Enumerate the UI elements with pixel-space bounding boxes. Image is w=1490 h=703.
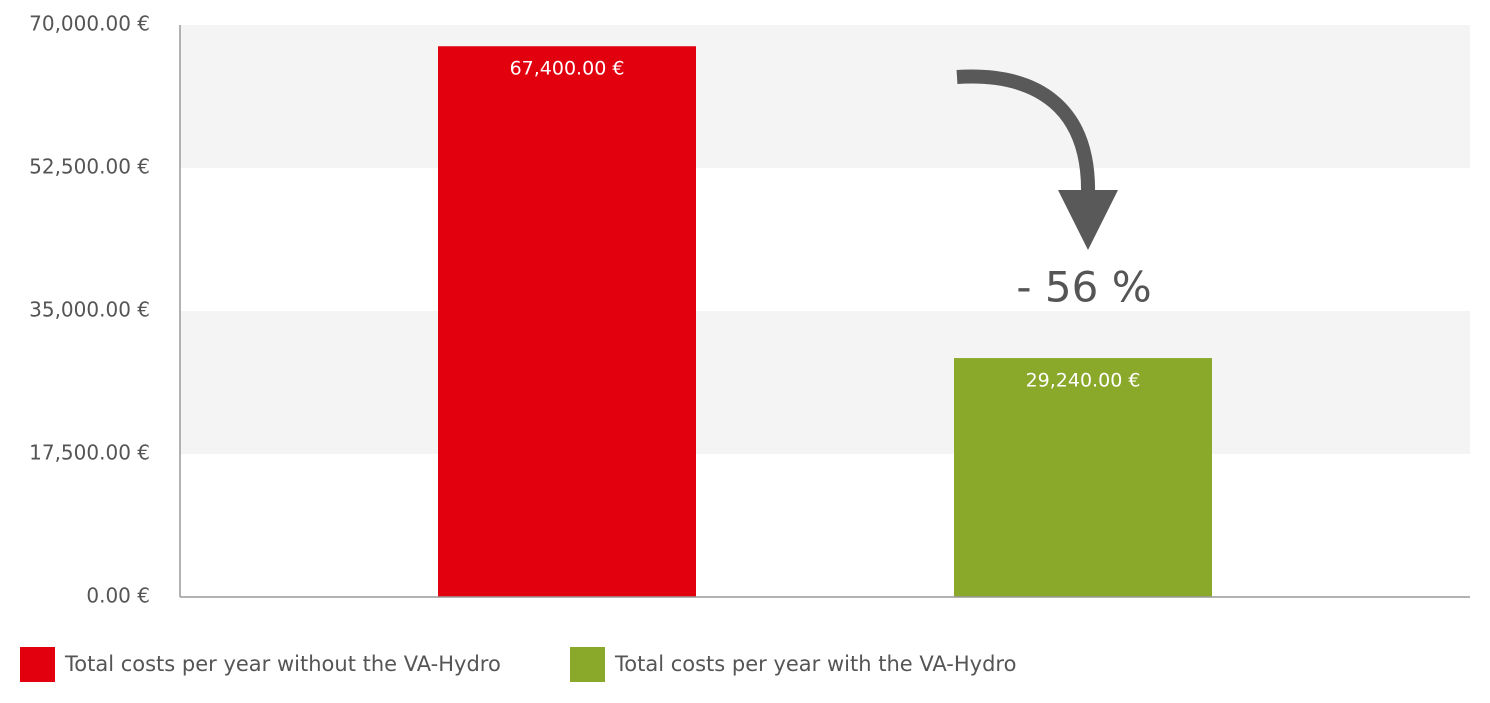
legend-label: Total costs per year without the VA-Hydr… bbox=[64, 652, 501, 676]
arrow-head bbox=[1058, 190, 1118, 250]
bar bbox=[438, 46, 696, 597]
annotation: - 56 % bbox=[1016, 263, 1151, 312]
y-tick-label: 0.00 € bbox=[86, 584, 150, 608]
grid-band bbox=[180, 168, 1470, 311]
legend-label: Total costs per year with the VA-Hydro bbox=[614, 652, 1016, 676]
value-label: 67,400.00 € bbox=[510, 58, 625, 80]
y-tick-label: 17,500.00 € bbox=[29, 441, 150, 465]
bar bbox=[954, 358, 1212, 597]
y-tick-label: 35,000.00 € bbox=[29, 298, 150, 322]
y-tick-label: 52,500.00 € bbox=[29, 155, 150, 179]
grid-band bbox=[180, 25, 1470, 168]
y-tick-label: 70,000.00 € bbox=[29, 12, 150, 36]
grid-band bbox=[180, 454, 1470, 597]
grid-bands bbox=[180, 25, 1470, 597]
legend-swatch bbox=[570, 647, 605, 682]
grid-band bbox=[180, 311, 1470, 454]
arrow bbox=[956, 69, 1096, 196]
value-label: 29,240.00 € bbox=[1026, 370, 1141, 392]
legend-swatch bbox=[20, 647, 55, 682]
